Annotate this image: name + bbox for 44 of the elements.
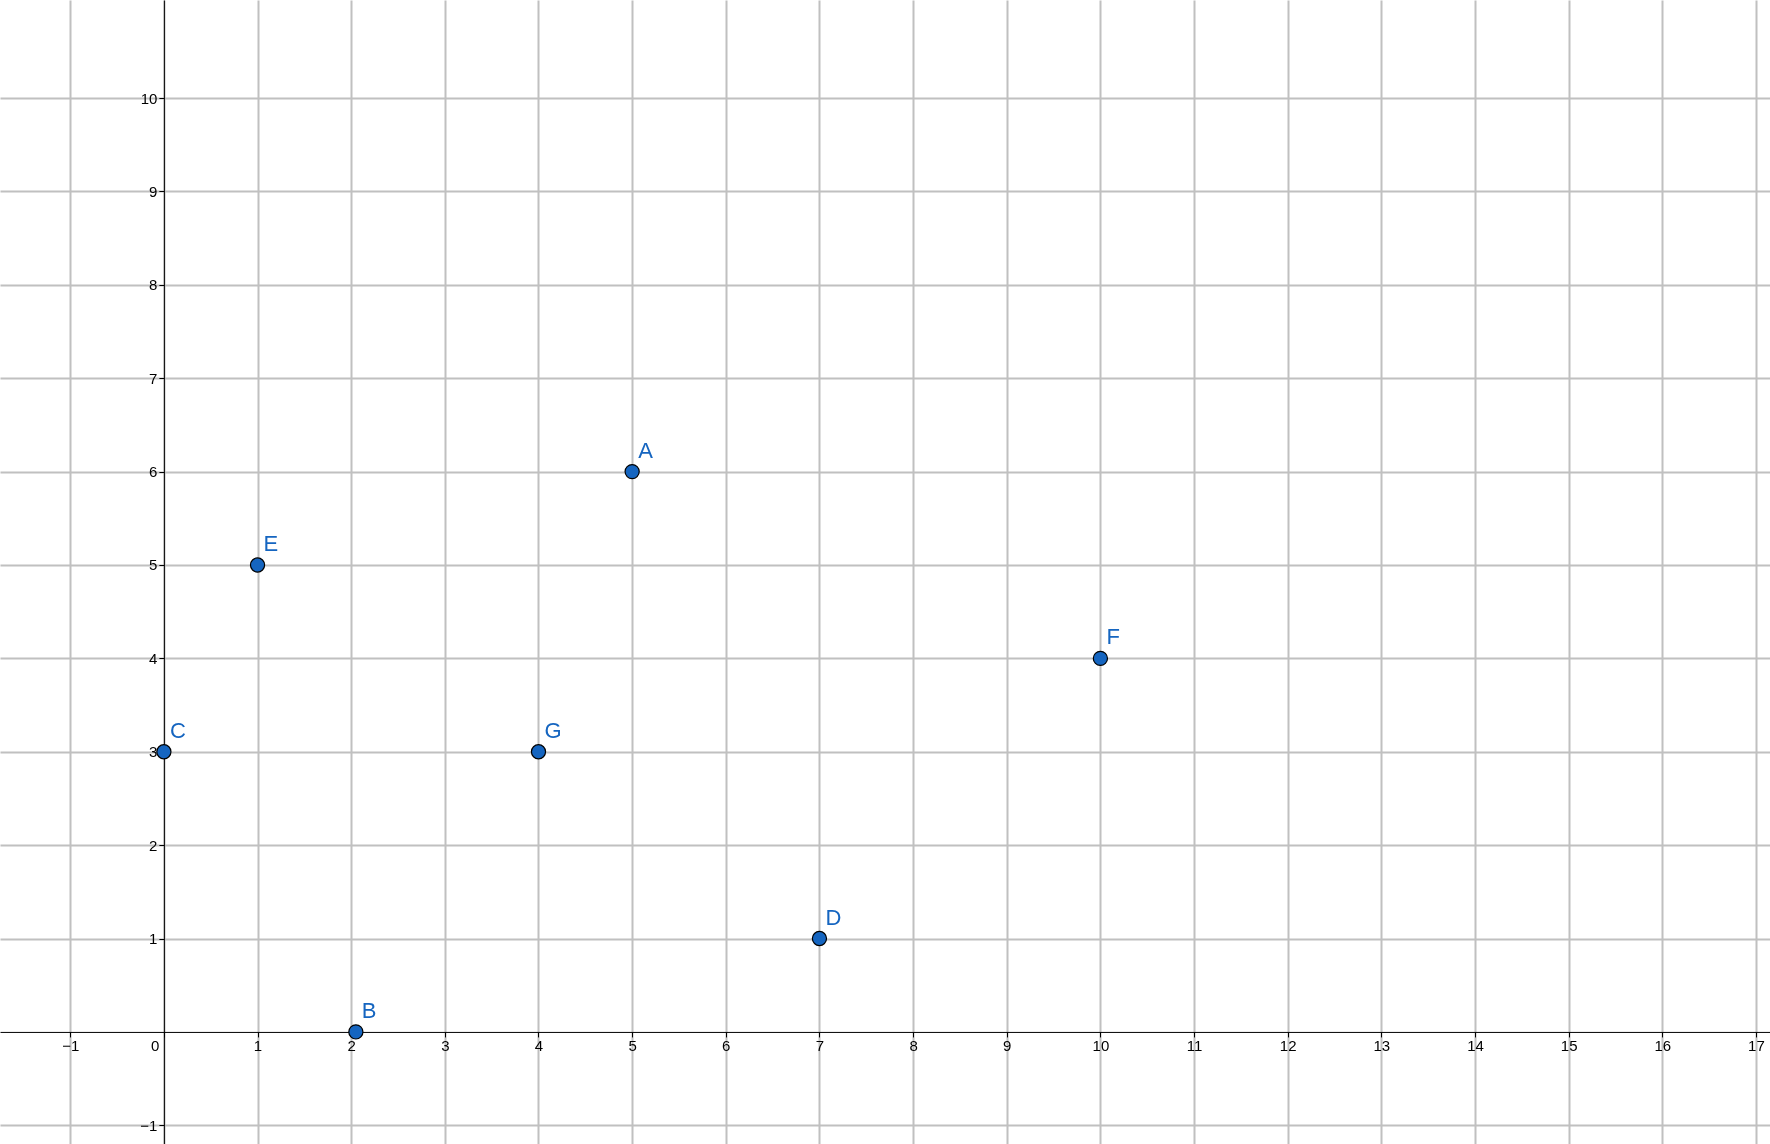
y-tick-label: 6	[149, 463, 158, 481]
annotation: G	[544, 717, 562, 743]
y-tick-label: −1	[140, 1116, 158, 1134]
y-tick-label: 2	[149, 836, 158, 854]
x-tick-label: 10	[1092, 1037, 1110, 1055]
annotation: C	[169, 717, 186, 743]
y-tick-label: 8	[149, 276, 158, 294]
point	[348, 1024, 364, 1040]
x-tick-label: 17	[1748, 1037, 1765, 1055]
x-tick-label: 8	[909, 1037, 918, 1055]
point	[530, 744, 547, 760]
annotation: F	[1106, 624, 1120, 650]
x-tick-label: 4	[534, 1037, 544, 1055]
y-tick-label: 4	[149, 649, 158, 667]
y-tick-label: 7	[149, 369, 158, 387]
point	[1092, 650, 1109, 667]
x-tick-label: 0	[151, 1037, 160, 1055]
x-tick-label: 2	[347, 1037, 356, 1055]
x-tick-label: 14	[1467, 1037, 1484, 1055]
x-tick-label: 16	[1654, 1037, 1672, 1055]
y-tick-label: 3	[149, 743, 158, 761]
point	[811, 930, 828, 947]
annotation: A	[638, 437, 654, 463]
point	[156, 744, 172, 760]
y-tick-label: 10	[140, 89, 158, 107]
x-tick-label: 15	[1560, 1037, 1578, 1055]
x-tick-label: 11	[1186, 1037, 1203, 1055]
annotation: D	[825, 904, 842, 930]
annotation: E	[263, 531, 279, 556]
point	[249, 557, 266, 573]
x-tick-label: 9	[1003, 1037, 1012, 1055]
x-tick-label: 13	[1373, 1037, 1391, 1055]
y-tick-label: 9	[149, 182, 158, 200]
y-tick-label: 5	[149, 556, 158, 574]
x-tick-label: 7	[815, 1037, 825, 1055]
x-tick-label: −1	[62, 1037, 80, 1055]
annotation: B	[361, 997, 377, 1023]
x-tick-label: 1	[253, 1037, 263, 1055]
x-tick-label: 5	[628, 1037, 637, 1055]
x-tick-label: 12	[1279, 1037, 1297, 1055]
x-tick-label: 3	[441, 1037, 450, 1055]
point	[624, 463, 640, 480]
y-tick-label: 1	[149, 930, 158, 948]
x-tick-label: 6	[722, 1037, 731, 1055]
